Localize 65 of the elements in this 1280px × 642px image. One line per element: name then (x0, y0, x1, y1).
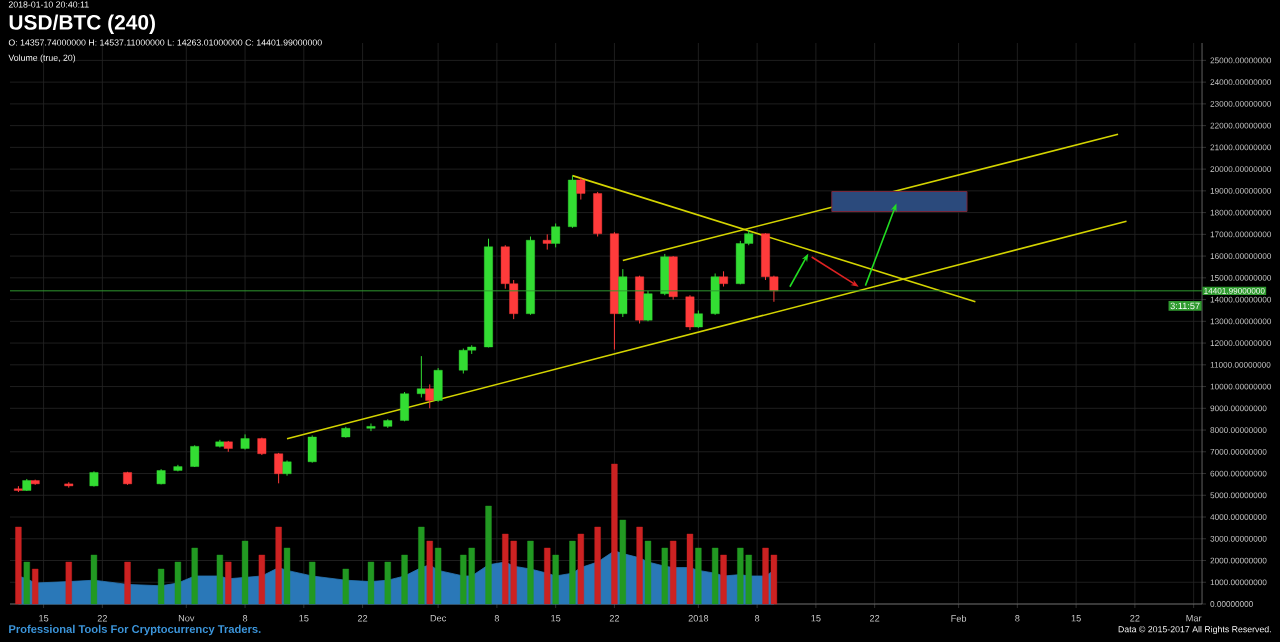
candlestick (576, 177, 586, 201)
bar (23, 561, 30, 605)
bar (32, 568, 39, 605)
candlestick (593, 191, 603, 238)
bar (712, 547, 719, 605)
bar (401, 554, 408, 605)
candlestick (366, 423, 376, 432)
bar (15, 526, 22, 605)
bar (695, 547, 702, 605)
bar (124, 561, 131, 605)
bar (418, 526, 425, 605)
bar (460, 554, 467, 605)
bar (502, 533, 509, 605)
bar (468, 547, 475, 605)
candlestick (551, 222, 561, 248)
bar (157, 568, 165, 605)
bar (258, 554, 265, 605)
bar (275, 526, 282, 605)
bar (225, 561, 232, 605)
bar (510, 540, 517, 605)
bar (174, 561, 182, 605)
candlestick (643, 290, 653, 322)
bar (65, 561, 72, 605)
candlestick (400, 391, 409, 422)
bar (342, 568, 349, 605)
bar (577, 533, 584, 605)
candlestick (416, 355, 426, 398)
bar (367, 561, 375, 605)
bar (552, 554, 559, 605)
candlestick (433, 367, 443, 403)
candlestick (425, 383, 435, 409)
bar (544, 547, 551, 605)
bar (670, 540, 677, 605)
candlestick (710, 272, 720, 316)
bar (384, 561, 391, 605)
candlestick (618, 268, 628, 318)
bar (426, 540, 433, 605)
bar (619, 519, 626, 605)
bar (720, 554, 727, 605)
candlestick (668, 255, 678, 301)
candlestick (274, 452, 284, 484)
bar (569, 540, 576, 605)
chart-title: USD/BTC (240) (9, 14, 155, 34)
bar (90, 554, 98, 605)
bar (644, 540, 652, 605)
bar (191, 547, 198, 605)
candlestick (307, 434, 317, 464)
bar (309, 561, 316, 605)
bar (434, 547, 442, 605)
bar (485, 505, 492, 605)
bar (594, 526, 601, 605)
bar (241, 540, 249, 605)
bar (283, 547, 291, 605)
bar (770, 554, 778, 605)
candlestick (685, 294, 695, 331)
bar (686, 533, 694, 605)
bar (661, 547, 668, 605)
candlestick (660, 253, 670, 296)
bar (745, 554, 752, 605)
bar (611, 463, 618, 605)
bar (527, 540, 534, 605)
bar (216, 554, 224, 605)
bar (636, 526, 643, 605)
candlestick (568, 175, 577, 229)
bar (737, 547, 744, 605)
